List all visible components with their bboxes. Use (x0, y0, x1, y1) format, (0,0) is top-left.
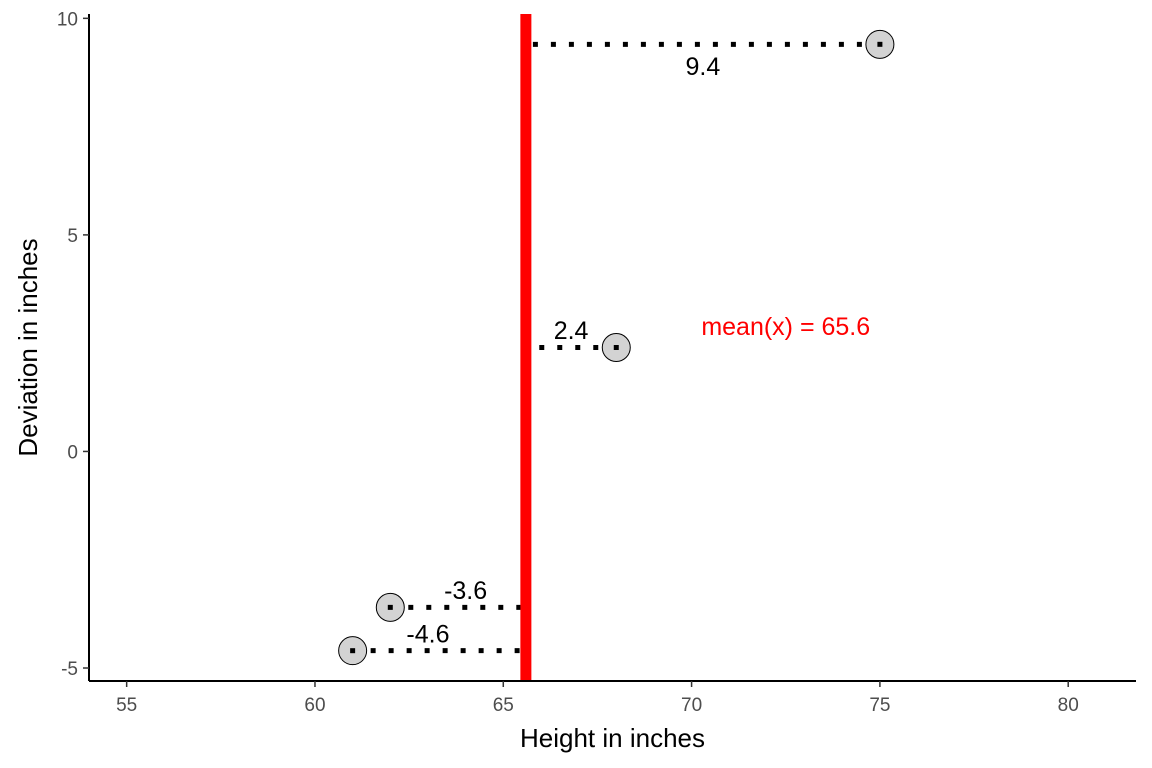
x-tick-label-55: 55 (116, 695, 137, 716)
x-tick-label-75: 75 (869, 695, 890, 716)
x-tick-label-65: 65 (493, 695, 514, 716)
y-tick-label--5: -5 (61, 659, 78, 680)
x-tick-label-70: 70 (681, 695, 702, 716)
y-tick-label-10: 10 (57, 9, 78, 30)
x-axis-ticks: 55 60 65 70 75 80 (116, 681, 1079, 716)
x-tick-label-80: 80 (1058, 695, 1079, 716)
data-point-center-3 (613, 345, 619, 350)
deviation-label-4: 9.4 (686, 53, 721, 81)
data-point-center-4 (877, 41, 883, 47)
y-tick-label-5: 5 (67, 226, 78, 247)
axes: 55 60 65 70 75 80 -5 0 5 10 (57, 9, 1136, 716)
deviation-label-2: -3.6 (444, 577, 487, 605)
data-point-center-1 (350, 648, 356, 654)
x-axis-title: Height in inches (520, 723, 705, 753)
plot-layer (338, 14, 895, 681)
y-axis-title: Deviation in inches (13, 238, 43, 456)
deviation-label-1: -4.6 (406, 620, 449, 648)
x-tick-label-60: 60 (304, 695, 325, 716)
data-point-center-2 (387, 604, 393, 610)
deviation-label-3: 2.4 (554, 317, 589, 345)
y-axis-ticks: -5 0 5 10 (57, 9, 89, 680)
y-tick-label-0: 0 (67, 442, 78, 463)
mean-annotation: mean(x) = 65.6 (701, 313, 870, 341)
labels: Height in inches Deviation in inches mea… (13, 53, 870, 753)
